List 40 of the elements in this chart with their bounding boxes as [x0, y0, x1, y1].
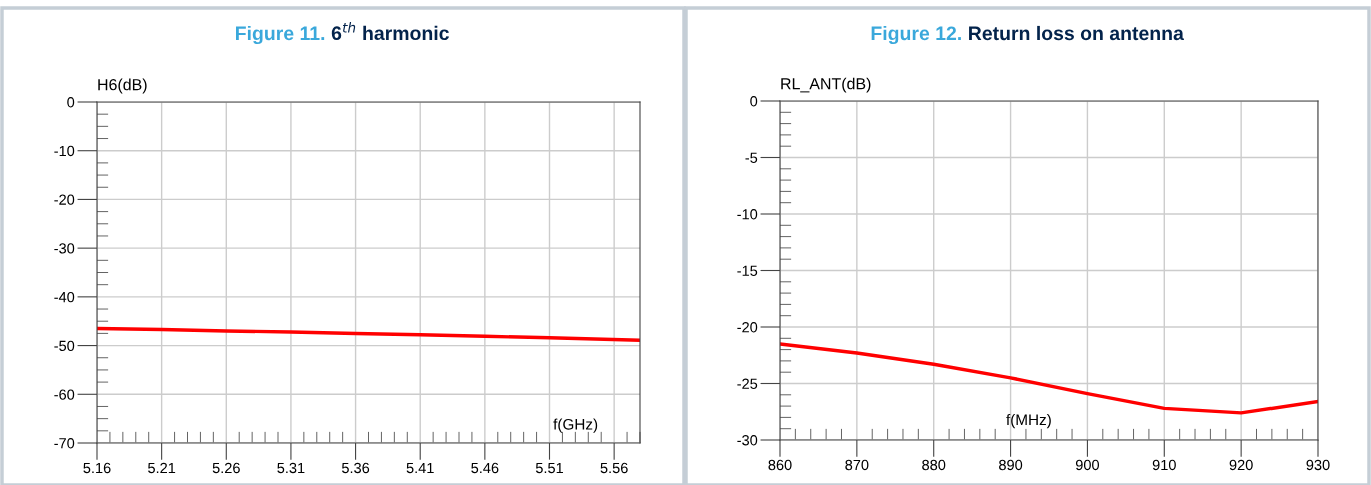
x-tick-label: 860 — [768, 459, 792, 471]
x-tick-label: 5.16 — [83, 462, 111, 474]
y-tick-label: -20 — [737, 322, 758, 333]
x-tick-label: 5.51 — [535, 462, 563, 474]
y-tick-label: -60 — [54, 389, 75, 400]
line-series — [97, 326, 640, 342]
x-axis-title: f(GHz) — [553, 418, 598, 433]
x-tick-label: 5.31 — [277, 462, 305, 474]
x-tick-label: 5.41 — [406, 462, 434, 474]
y-axis-title: H6(dB) — [98, 78, 147, 94]
y-tick-label: 0 — [750, 96, 758, 107]
x-tick-label: 5.56 — [600, 462, 628, 474]
x-tick-label: 880 — [922, 459, 946, 471]
y-tick-label: -30 — [737, 435, 758, 446]
y-tick-label: -20 — [54, 194, 75, 205]
y-tick-label: -50 — [54, 340, 75, 351]
x-tick-label: 5.26 — [212, 462, 240, 474]
chart-title: Figure 11. 6$^{th}$ harmonic — [236, 22, 449, 45]
y-tick-label: -30 — [54, 243, 75, 254]
x-tick-label: 930 — [1306, 459, 1330, 471]
x-tick-label: 5.36 — [341, 462, 370, 474]
line-series — [780, 342, 1318, 415]
x-tick-label: 900 — [1075, 459, 1100, 471]
x-tick-label: 890 — [999, 459, 1023, 471]
x-axis-title: f(MHz) — [1006, 413, 1051, 429]
y-tick-label: -25 — [737, 378, 758, 389]
y-tick-label: 0 — [67, 97, 75, 108]
y-axis-title: RL_ANT(dB) — [781, 77, 871, 93]
x-tick-label: 5.46 — [471, 462, 499, 474]
y-tick-label: -5 — [745, 152, 758, 163]
x-tick-label: 5.21 — [148, 462, 176, 474]
y-tick-label: -10 — [54, 145, 75, 157]
y-tick-label: -10 — [737, 209, 758, 220]
x-tick-label: 870 — [845, 459, 869, 471]
chart-title: Figure 12. Return loss on antenna — [871, 25, 1184, 45]
x-tick-label: 910 — [1152, 459, 1176, 471]
y-tick-label: -40 — [54, 291, 75, 303]
y-tick-label: -15 — [737, 265, 758, 276]
y-tick-label: -70 — [54, 438, 75, 449]
x-tick-label: 920 — [1229, 459, 1253, 471]
